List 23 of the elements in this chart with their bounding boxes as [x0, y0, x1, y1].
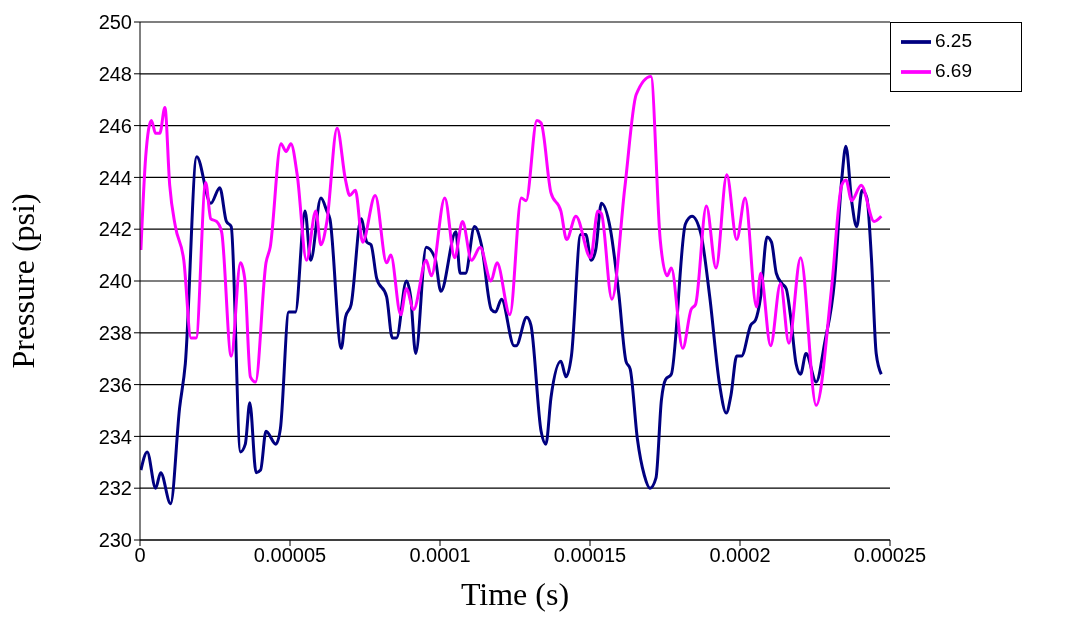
line-series: [140, 74, 883, 407]
y-tick-label: 244: [98, 166, 132, 189]
y-tick-label: 240: [98, 270, 132, 293]
y-tick-label: 238: [98, 321, 132, 344]
x-axis-title: Time (s): [460, 576, 570, 612]
y-tick-label: 236: [98, 373, 132, 396]
y-tick-label: 230: [98, 529, 132, 552]
x-tick-label: 0.00015: [553, 544, 627, 567]
legend-label: 6.25: [935, 30, 972, 52]
x-tick-label: 0: [134, 544, 146, 567]
y-axis-title: Pressure (psi): [5, 193, 42, 369]
y-tick-label: 246: [98, 114, 132, 137]
x-tick-label: 0.0002: [709, 544, 771, 567]
legend-label: 6.69: [935, 60, 972, 82]
line-series: [140, 144, 883, 506]
x-tick-label: 0.0001: [409, 544, 471, 567]
y-tick-label: 248: [98, 62, 132, 85]
y-tick-label: 250: [98, 11, 132, 34]
x-tick-label: 0.00005: [253, 544, 327, 567]
y-tick-label: 242: [98, 218, 132, 241]
y-tick-label: 232: [98, 477, 132, 500]
y-tick-label: 234: [98, 425, 132, 448]
x-tick-label: 0.00025: [853, 544, 927, 567]
